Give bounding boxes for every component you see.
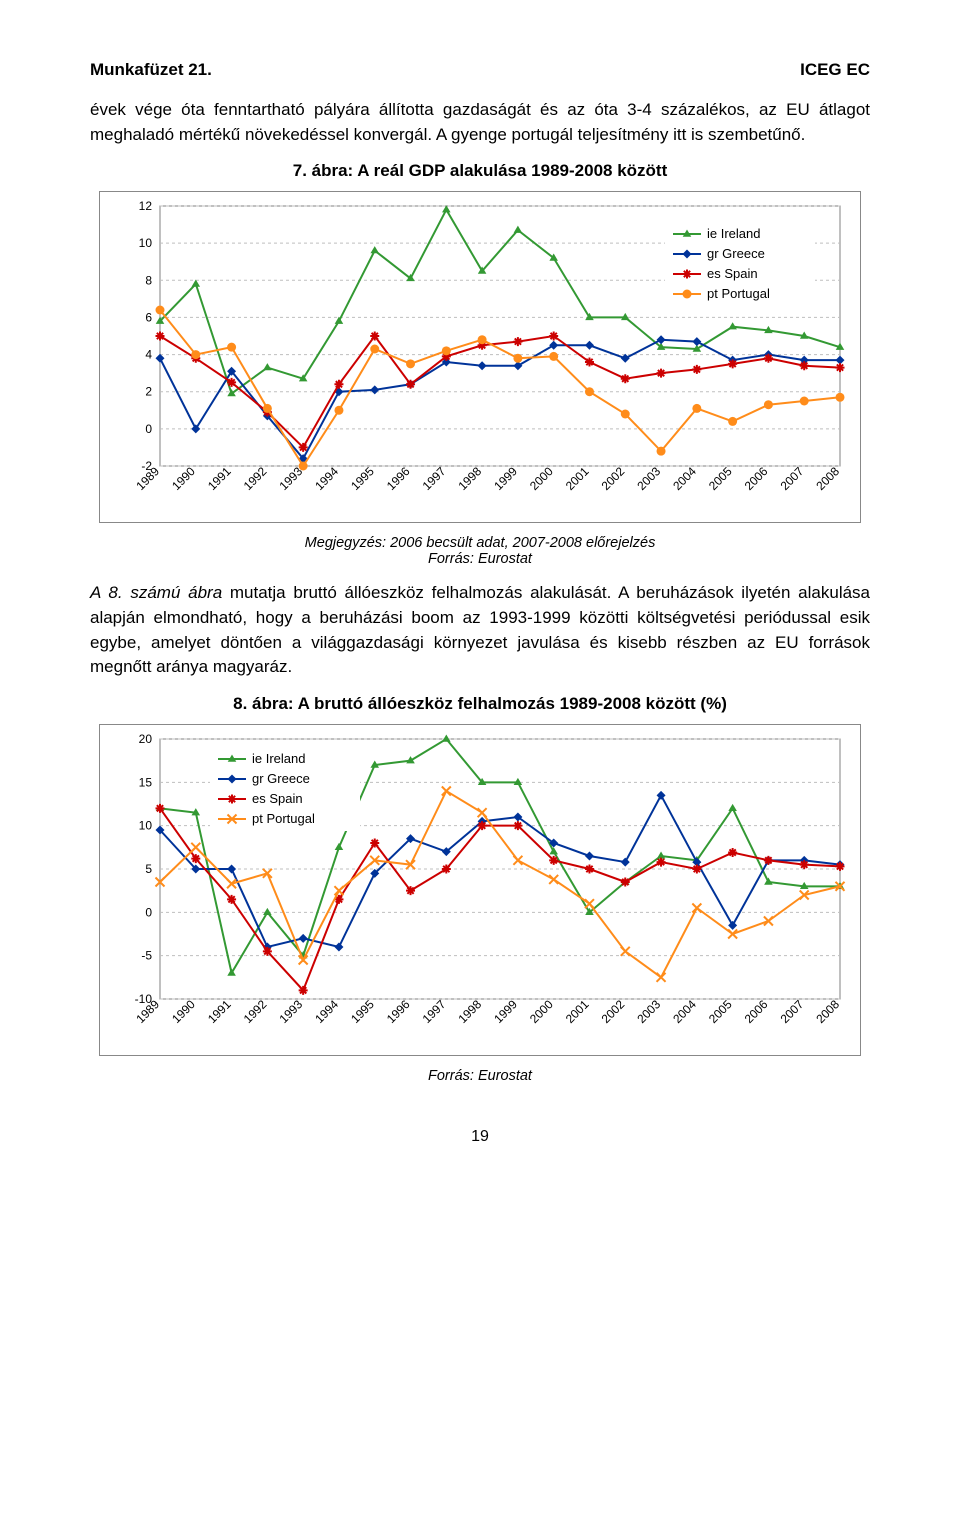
svg-text:20: 20 <box>139 732 153 746</box>
header-left: Munkafüzet 21. <box>90 60 212 80</box>
chart2: -10-505101520198919901991199219931994199… <box>99 724 861 1056</box>
svg-text:2000: 2000 <box>527 464 556 493</box>
svg-text:10: 10 <box>139 819 153 833</box>
page-number: 19 <box>90 1128 870 1146</box>
svg-text:0: 0 <box>145 905 152 919</box>
svg-text:1993: 1993 <box>276 997 305 1026</box>
svg-text:2001: 2001 <box>563 464 592 493</box>
svg-text:1996: 1996 <box>384 997 413 1026</box>
svg-text:1990: 1990 <box>169 464 198 493</box>
svg-text:1999: 1999 <box>491 464 520 493</box>
chart1-note-a: Megjegyzés: 2006 becsült adat, 2007-2008… <box>90 535 870 551</box>
svg-text:1997: 1997 <box>420 997 449 1026</box>
svg-text:2004: 2004 <box>670 997 699 1026</box>
chart1-note-b: Forrás: Eurostat <box>90 551 870 567</box>
svg-text:gr Greece: gr Greece <box>252 771 310 786</box>
svg-text:2000: 2000 <box>527 997 556 1026</box>
svg-text:1989: 1989 <box>133 464 162 493</box>
svg-text:2006: 2006 <box>742 997 771 1026</box>
svg-text:1992: 1992 <box>241 997 270 1026</box>
svg-text:2008: 2008 <box>813 464 842 493</box>
svg-text:gr Greece: gr Greece <box>707 246 765 261</box>
chart1: -202468101219891990199119921993199419951… <box>99 191 861 523</box>
svg-text:1996: 1996 <box>384 464 413 493</box>
svg-text:1995: 1995 <box>348 464 377 493</box>
svg-text:pt Portugal: pt Portugal <box>252 811 315 826</box>
chart1-title: 7. ábra: A reál GDP alakulása 1989-2008 … <box>90 161 870 181</box>
svg-text:1991: 1991 <box>205 997 234 1026</box>
svg-text:ie Ireland: ie Ireland <box>252 751 305 766</box>
svg-text:5: 5 <box>145 862 152 876</box>
svg-text:es Spain: es Spain <box>252 791 303 806</box>
svg-text:ie Ireland: ie Ireland <box>707 226 760 241</box>
svg-text:1992: 1992 <box>241 464 270 493</box>
svg-text:1998: 1998 <box>455 464 484 493</box>
chart2-note: Forrás: Eurostat <box>90 1068 870 1084</box>
svg-text:12: 12 <box>139 199 153 213</box>
svg-text:1990: 1990 <box>169 997 198 1026</box>
svg-text:1999: 1999 <box>491 997 520 1026</box>
header-right: ICEG EC <box>800 60 870 80</box>
svg-text:pt Portugal: pt Portugal <box>707 286 770 301</box>
svg-text:2002: 2002 <box>599 464 628 493</box>
svg-text:6: 6 <box>145 311 152 325</box>
svg-text:2006: 2006 <box>742 464 771 493</box>
svg-text:2005: 2005 <box>706 997 735 1026</box>
svg-text:es Spain: es Spain <box>707 266 758 281</box>
svg-text:1994: 1994 <box>312 464 341 493</box>
svg-text:-5: -5 <box>141 949 152 963</box>
svg-text:2007: 2007 <box>778 464 807 493</box>
svg-text:2007: 2007 <box>778 997 807 1026</box>
svg-text:2008: 2008 <box>813 997 842 1026</box>
chart2-title: 8. ábra: A bruttó állóeszköz felhalmozás… <box>90 694 870 714</box>
svg-text:1998: 1998 <box>455 997 484 1026</box>
svg-text:2004: 2004 <box>670 464 699 493</box>
svg-text:1991: 1991 <box>205 464 234 493</box>
svg-text:1994: 1994 <box>312 997 341 1026</box>
svg-text:2002: 2002 <box>599 997 628 1026</box>
svg-text:8: 8 <box>145 274 152 288</box>
svg-text:1997: 1997 <box>420 464 449 493</box>
svg-text:4: 4 <box>145 348 152 362</box>
paragraph-1: évek vége óta fenntartható pályára állít… <box>90 98 870 147</box>
svg-text:0: 0 <box>145 422 152 436</box>
svg-text:2003: 2003 <box>634 997 663 1026</box>
svg-text:15: 15 <box>139 775 153 789</box>
paragraph-2: A 8. számú ábra mutatja bruttó állóeszkö… <box>90 581 870 680</box>
svg-text:1995: 1995 <box>348 997 377 1026</box>
svg-text:2005: 2005 <box>706 464 735 493</box>
svg-text:10: 10 <box>139 236 153 250</box>
svg-text:2: 2 <box>145 385 152 399</box>
svg-text:2003: 2003 <box>634 464 663 493</box>
svg-text:2001: 2001 <box>563 997 592 1026</box>
